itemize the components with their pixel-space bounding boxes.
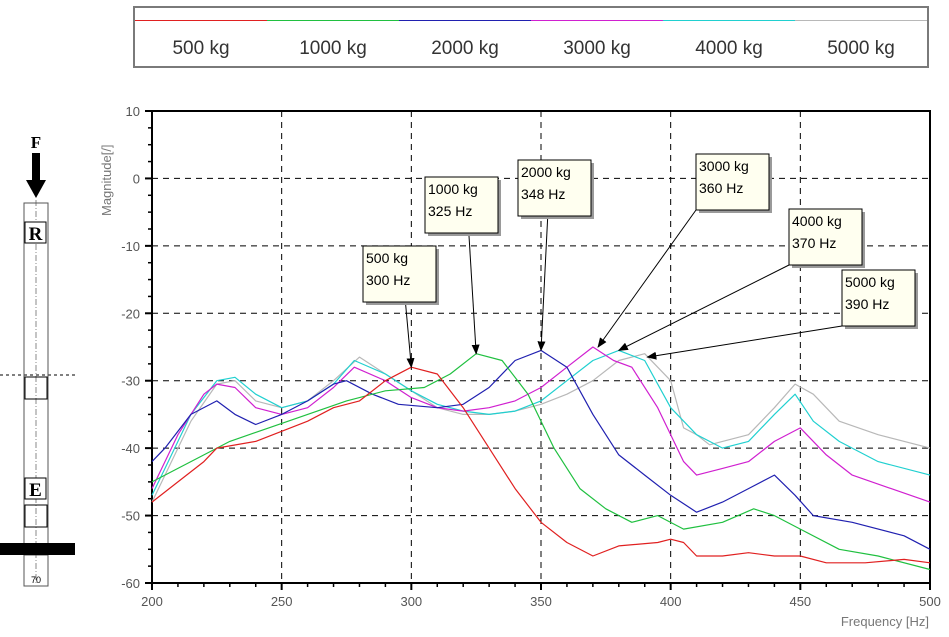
callout-leader [404, 301, 415, 369]
x-tick-label: 250 [271, 594, 293, 609]
ground-plate [0, 543, 75, 555]
callout-leader [537, 215, 549, 352]
y-axis-title: Magnitude[/] [99, 144, 114, 216]
callout-leader [646, 325, 843, 360]
callout-line2: 360 Hz [699, 180, 743, 196]
scale-label: 70 [31, 575, 41, 585]
sensor-e-label: E [29, 480, 42, 501]
peak-callout: 4000 kg 370 Hz [617, 208, 865, 351]
series-line [151, 349, 931, 496]
x-axis-title: Frequency [Hz] [841, 614, 929, 629]
peak-callout: 3000 kg 360 Hz [597, 153, 772, 348]
callout-line2: 370 Hz [792, 235, 836, 251]
legend-label: 500 kg [172, 38, 230, 59]
callout-box [362, 245, 437, 303]
x-tick-label: 300 [400, 594, 422, 609]
peak-annotations: 500 kg 300 Hz 1000 kg 325 Hz 2000 kg 348 Hz 30… [362, 153, 918, 369]
callout-line1: 1000 kg [428, 181, 478, 197]
callout-line2: 300 Hz [366, 272, 410, 288]
callout-line2: 325 Hz [428, 203, 472, 219]
legend-label: 4000 kg [695, 38, 763, 59]
beam-diagram: R E F 70 [0, 133, 75, 587]
legend-item: 500 kg [135, 8, 267, 66]
legend-label: 2000 kg [431, 38, 499, 59]
data-series [151, 346, 931, 571]
sensor-e-box [24, 477, 47, 500]
legend-item: 3000 kg [531, 8, 663, 66]
y-tick-label: -60 [121, 576, 140, 591]
peak-callout: 2000 kg 348 Hz [517, 159, 594, 352]
axis-ticks [145, 110, 931, 590]
x-tick-label: 450 [789, 594, 811, 609]
legend-swatch [135, 20, 267, 21]
y-tick-label: -40 [121, 441, 140, 456]
y-tick-label: 10 [126, 104, 140, 119]
legend-label: 1000 kg [299, 38, 367, 59]
callout-box [695, 153, 770, 211]
legend-label: 3000 kg [563, 38, 631, 59]
sensor-mid [24, 376, 48, 400]
callout-leader [597, 209, 697, 348]
legend-swatch [399, 20, 531, 21]
y-tick-label: -30 [121, 374, 140, 389]
y-tick-label: -10 [121, 239, 140, 254]
callout-box [788, 208, 863, 266]
callout-line1: 3000 kg [699, 158, 749, 174]
legend-item: 2000 kg [399, 8, 531, 66]
legend-swatch [795, 20, 927, 21]
sensor-r-box [24, 221, 47, 244]
peak-callout: 5000 kg 390 Hz [646, 269, 918, 360]
callout-box [841, 269, 916, 327]
y-tick-label: 0 [133, 171, 140, 186]
legend-swatch [267, 20, 399, 21]
legend-item: 1000 kg [267, 8, 399, 66]
peak-callout: 500 kg 300 Hz [362, 245, 439, 369]
legend-swatch [663, 20, 795, 21]
force-arrow-icon [26, 180, 46, 198]
callout-box [517, 159, 592, 217]
callout-line2: 348 Hz [521, 186, 565, 202]
callout-line2: 390 Hz [845, 296, 889, 312]
peak-callout: 1000 kg 325 Hz [424, 176, 501, 355]
legend-item: 4000 kg [663, 8, 795, 66]
callout-line1: 500 kg [366, 250, 408, 266]
callout-line1: 5000 kg [845, 274, 895, 290]
callout-line1: 4000 kg [792, 213, 842, 229]
series-line [151, 349, 931, 550]
y-tick-label: -50 [121, 509, 140, 524]
callout-leader [468, 232, 480, 355]
sensor-low [24, 504, 48, 528]
legend-swatch [531, 20, 663, 21]
force-label: F [31, 133, 41, 152]
callout-line1: 2000 kg [521, 164, 571, 180]
series-line [151, 353, 931, 503]
legend-item: 5000 kg [795, 8, 927, 66]
chart-legend: 500 kg 1000 kg 2000 kg 3000 kg 4000 kg 5000 k… [133, 6, 929, 68]
x-tick-label: 400 [660, 594, 682, 609]
x-tick-label: 500 [919, 594, 941, 609]
series-line [151, 366, 931, 564]
x-tick-label: 350 [530, 594, 552, 609]
legend-label: 5000 kg [827, 38, 895, 59]
sensor-r-label: R [29, 224, 43, 245]
x-tick-label: 200 [141, 594, 163, 609]
series-line [151, 353, 931, 571]
callout-box [424, 176, 499, 234]
callout-leader [617, 264, 790, 351]
y-tick-label: -20 [121, 306, 140, 321]
force-arrow-shaft [32, 153, 40, 180]
